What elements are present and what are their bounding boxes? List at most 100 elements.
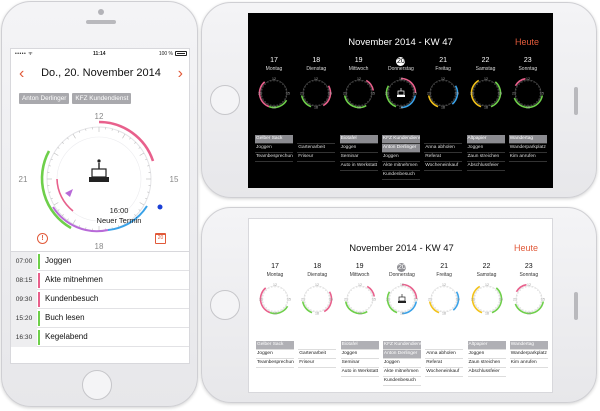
day-clock[interactable]: 12 15 18 21 16:00 Neuer Termin <box>13 109 189 253</box>
chevron-right-icon[interactable]: › <box>177 65 183 82</box>
home-button[interactable] <box>82 370 112 400</box>
day-tag[interactable]: Biotafel <box>340 341 379 350</box>
info-icon[interactable]: ! <box>37 233 48 244</box>
day-tag[interactable]: Wandertag <box>509 341 548 350</box>
day-event[interactable]: Referat <box>425 359 464 368</box>
event-color-bar <box>38 254 40 269</box>
day-event[interactable]: Joggen <box>381 153 420 162</box>
day-column[interactable]: 21 Freitag 12 15 18 21 Anna abholen Referat Woch… <box>424 263 464 392</box>
list-item[interactable]: 08:15 Akte mitnehmen <box>11 271 189 290</box>
day-event[interactable]: Auto in Werkstatt <box>339 162 378 171</box>
day-tag[interactable]: Anton Derlinger <box>381 144 420 153</box>
day-column[interactable]: 18 Dienstag 12 15 18 21 Gartenarbeit Friseur <box>297 263 337 392</box>
day-column[interactable]: 19 Mittwoch 12 15 18 21 Biotafel Joggen Seminar A… <box>340 263 380 392</box>
day-tag[interactable]: Altpapier <box>466 135 505 144</box>
day-event[interactable]: Wanderparkplatz <box>508 144 547 153</box>
day-event[interactable]: Kundenbesuch <box>381 171 420 180</box>
clock-number: 18 <box>400 312 404 316</box>
day-column[interactable]: 17 Montag 12 15 18 21 Gelber Sack Joggen Teambes… <box>255 263 295 392</box>
clock-tick <box>411 292 414 294</box>
day-column[interactable]: 22 Samstag 12 15 18 21 Altpapier Joggen Zaun str… <box>466 57 506 187</box>
day-event[interactable]: Joggen <box>467 350 506 359</box>
day-event[interactable]: Anna abholen <box>424 144 463 153</box>
day-event[interactable]: Joggen <box>466 144 505 153</box>
day-event[interactable]: Akte mitnehmen <box>382 368 421 377</box>
clock-tick <box>476 100 478 103</box>
day-event[interactable]: Anna abholen <box>425 350 464 359</box>
list-item[interactable]: 07:00 Joggen <box>11 252 189 271</box>
day-event[interactable]: Seminar <box>340 359 379 368</box>
day-event[interactable]: Joggen <box>256 350 294 359</box>
day-tag[interactable]: Wandertag <box>508 135 547 144</box>
day-column[interactable]: 17 Montag 12 15 18 21 Gelber Sack Joggen Teambes… <box>254 57 294 187</box>
day-event[interactable] <box>425 341 464 350</box>
day-tag[interactable]: KFZ Kundendienst <box>382 341 421 350</box>
home-button[interactable] <box>210 85 240 115</box>
day-tag[interactable]: Altpapier <box>467 341 506 350</box>
day-event[interactable]: Kundenbesuch <box>382 377 421 386</box>
day-event[interactable]: Teambesprechung <box>255 153 293 162</box>
day-event[interactable]: Gartenarbeit <box>297 144 336 153</box>
day-tag[interactable]: Anton Derlinger <box>382 350 421 359</box>
day-column[interactable]: 23 Sonntag 12 15 18 21 Wandertag Wanderparkplat… <box>508 57 548 187</box>
day-event[interactable]: Zaun streichen <box>466 153 505 162</box>
tag-chip[interactable]: Anton Derlinger <box>19 93 70 104</box>
clock-tick <box>321 102 323 105</box>
day-event[interactable]: Joggen <box>339 144 378 153</box>
day-column[interactable]: 20 Donnerstag 12 15 18 21 KFZ Kundendienst Anto… <box>381 57 421 187</box>
day-event[interactable] <box>298 341 337 350</box>
today-button[interactable]: Heute <box>513 243 538 253</box>
day-tag[interactable]: Gelber Sack <box>256 341 294 350</box>
day-column[interactable]: 23 Sonntag 12 15 18 21 Wandertag Wanderparkplat… <box>509 263 549 392</box>
day-event[interactable]: Akte mitnehmen <box>381 162 420 171</box>
day-event[interactable] <box>297 135 336 144</box>
home-button[interactable] <box>210 290 240 320</box>
day-event[interactable]: Wanderparkplatz <box>509 350 548 359</box>
list-item[interactable]: 15:20 Buch lesen <box>11 309 189 328</box>
day-event[interactable]: Gartenarbeit <box>298 350 337 359</box>
calendar-icon[interactable]: 20 <box>155 233 166 244</box>
day-event[interactable]: Kim anrufen <box>509 359 548 368</box>
day-column[interactable]: 19 Mittwoch 12 15 18 21 Biotafel Joggen Seminar A… <box>339 57 379 187</box>
day-event[interactable]: Auto in Werkstatt <box>340 368 379 377</box>
day-event[interactable]: Wocheneinkauf <box>425 368 464 377</box>
day-column[interactable]: 18 Dienstag 12 15 18 21 Gartenarbeit Friseur <box>296 57 336 187</box>
day-event[interactable]: Abschlussfeier <box>467 368 506 377</box>
day-event[interactable]: Wocheneinkauf <box>424 162 463 171</box>
day-event-list: Wandertag Wanderparkplatz Kim anrufen <box>508 135 547 162</box>
day-event[interactable] <box>424 135 463 144</box>
today-button[interactable]: Heute <box>514 37 539 47</box>
day-event[interactable]: Referat <box>424 153 463 162</box>
day-event[interactable]: Joggen <box>340 350 379 359</box>
list-item[interactable]: 16:30 Kegelabend <box>11 328 189 347</box>
day-column[interactable]: 21 Freitag 12 15 18 21 Anna abholen Referat Woch… <box>423 57 463 187</box>
day-event[interactable]: Teambesprechung <box>256 359 294 368</box>
clock-number: 15 <box>414 298 418 302</box>
clock-tick <box>304 98 307 100</box>
day-event[interactable]: Zaun streichen <box>467 359 506 368</box>
day-tag[interactable]: KFZ Kundendienst <box>381 135 420 144</box>
day-column[interactable]: 22 Samstag 12 15 18 21 Altpapier Joggen Zaun str… <box>467 263 507 392</box>
day-event[interactable]: Kim anrufen <box>508 153 547 162</box>
status-time: 11:14 <box>93 51 106 57</box>
day-event[interactable]: Abschlussfeier <box>466 162 505 171</box>
clock-tick <box>310 287 312 290</box>
clock-tick <box>392 289 394 292</box>
day-tag[interactable]: Biotafel <box>339 135 378 144</box>
tag-chip[interactable]: KFZ Kundendienst <box>72 93 132 104</box>
day-column[interactable]: 20 Donnerstag 12 15 18 21 KFZ Kundendienst Anto… <box>382 263 422 392</box>
day-event[interactable]: Seminar <box>339 153 378 162</box>
clock-tick <box>263 304 266 306</box>
day-event[interactable]: Friseur <box>297 153 336 162</box>
day-event[interactable]: Joggen <box>255 144 293 153</box>
clock-tick <box>391 83 393 86</box>
day-tag[interactable]: Gelber Sack <box>255 135 293 144</box>
list-item[interactable]: 09:30 Kundenbesuch <box>11 290 189 309</box>
day-event[interactable]: Joggen <box>382 359 421 368</box>
chevron-left-icon[interactable]: ‹ <box>19 65 25 82</box>
clock-number: 18 <box>272 106 276 110</box>
clock-tick <box>431 98 434 100</box>
day-name: Dienstag <box>307 272 328 278</box>
day-event[interactable]: Friseur <box>298 359 337 368</box>
clock-tick <box>394 102 396 105</box>
